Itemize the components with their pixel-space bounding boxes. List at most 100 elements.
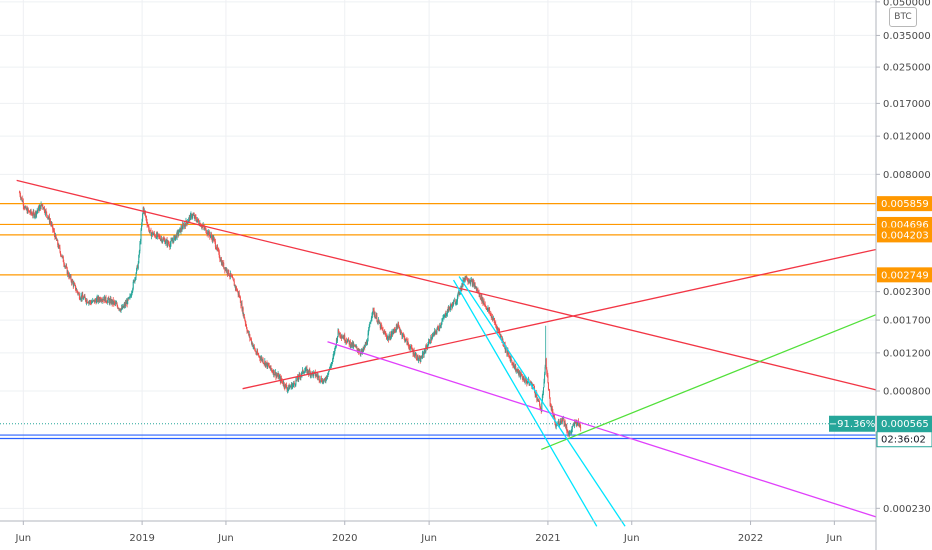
plot-area[interactable] xyxy=(0,0,876,521)
candle-body xyxy=(70,275,72,281)
price-axis[interactable]: 0.050000 0.035000 0.025000 0.017000 0.012000… xyxy=(876,0,931,515)
candle-body xyxy=(267,363,269,366)
candle-body xyxy=(498,330,500,332)
candle-body xyxy=(310,373,312,376)
candle-body xyxy=(399,327,401,331)
candle-body xyxy=(515,366,517,372)
candle-body xyxy=(189,214,191,220)
trendlines[interactable] xyxy=(16,179,877,527)
candle-body xyxy=(303,372,305,374)
candle-body xyxy=(233,281,235,286)
candle-body xyxy=(549,397,551,407)
candle-body xyxy=(225,269,227,271)
candle-body xyxy=(219,259,221,261)
candle-body xyxy=(104,296,106,303)
candle-body xyxy=(381,327,383,331)
candle-body xyxy=(266,362,268,367)
trendline-magenta-channel[interactable] xyxy=(327,341,877,518)
candle-body xyxy=(165,240,167,243)
candle-body xyxy=(243,314,245,316)
y-tick-label: 0.001700 xyxy=(883,316,931,327)
candle-body xyxy=(247,331,249,333)
candle-body xyxy=(406,339,408,345)
candle-body xyxy=(73,283,75,285)
candle-body xyxy=(274,374,276,376)
candle-body xyxy=(559,423,561,425)
trendline-cyan-line-2[interactable] xyxy=(458,276,626,527)
candle-body xyxy=(454,300,456,302)
candle-body xyxy=(264,361,266,366)
trendline-ascending-support[interactable] xyxy=(242,248,877,390)
currency-button[interactable]: BTC xyxy=(889,7,917,27)
candle-body xyxy=(541,402,543,412)
candle-body xyxy=(290,386,292,388)
candle-body xyxy=(137,265,139,269)
candle-body xyxy=(467,280,469,282)
candle-body xyxy=(559,424,561,426)
candle-body xyxy=(409,347,411,350)
candle-body xyxy=(497,327,499,329)
candle-body xyxy=(532,384,534,386)
candle-body xyxy=(31,213,33,216)
candle-body xyxy=(42,207,44,210)
candle-body xyxy=(562,418,564,420)
candle-body xyxy=(184,224,186,226)
candle-body xyxy=(182,224,184,230)
candle-body xyxy=(194,215,196,218)
candle-body xyxy=(114,302,116,304)
candle-body xyxy=(149,230,151,232)
candle-body xyxy=(196,220,198,222)
candle-body xyxy=(181,229,183,230)
candle-body xyxy=(403,335,405,337)
candle-body xyxy=(221,262,223,265)
candle-body xyxy=(469,281,471,283)
candle-body xyxy=(514,367,516,369)
candle-body xyxy=(546,369,548,374)
candle-body xyxy=(150,230,152,237)
candle-body xyxy=(438,329,440,330)
candle-body xyxy=(48,216,50,223)
candle-body xyxy=(458,291,460,295)
candle-body xyxy=(287,388,289,390)
candle-body xyxy=(171,240,173,242)
candle-body xyxy=(177,231,179,233)
candle-body xyxy=(224,267,226,271)
candle-body xyxy=(31,213,33,214)
candle-body xyxy=(381,327,383,328)
candle-body xyxy=(25,206,27,210)
candle-body xyxy=(428,339,430,342)
candle-body xyxy=(499,331,501,335)
candle-body xyxy=(345,340,347,342)
candle-body xyxy=(134,277,136,282)
candle-body xyxy=(303,372,305,374)
trendline-green-line[interactable] xyxy=(541,314,877,451)
time-axis[interactable]: Jun 2019 Jun 2020 Jun 2021 Jun 2022 Jun xyxy=(15,521,843,544)
candle-body xyxy=(377,320,379,323)
candle-body xyxy=(85,300,87,303)
candle-body xyxy=(464,276,466,281)
candle-body xyxy=(322,379,324,383)
candle-body xyxy=(60,254,62,256)
candles xyxy=(18,190,582,438)
candle-body xyxy=(189,216,191,220)
candle-body xyxy=(93,299,95,303)
candle-body xyxy=(294,383,296,386)
candle-body xyxy=(556,424,558,426)
candle-body xyxy=(162,238,164,241)
candle-body xyxy=(545,358,547,370)
candle-body xyxy=(547,375,549,384)
candle-body xyxy=(214,239,216,242)
candle-body xyxy=(567,432,569,434)
change-label: −91.36% xyxy=(829,419,876,430)
candle-body xyxy=(128,297,130,298)
trendline-descending-resistance[interactable] xyxy=(16,179,877,391)
candle-body xyxy=(220,259,222,265)
candle-body xyxy=(417,355,419,360)
candle-body xyxy=(555,424,557,427)
trendline-cyan-line-1[interactable] xyxy=(452,279,598,527)
candle-body xyxy=(340,336,342,338)
candle-body xyxy=(282,381,284,384)
candle-body xyxy=(537,398,539,402)
candle-body xyxy=(41,204,43,206)
